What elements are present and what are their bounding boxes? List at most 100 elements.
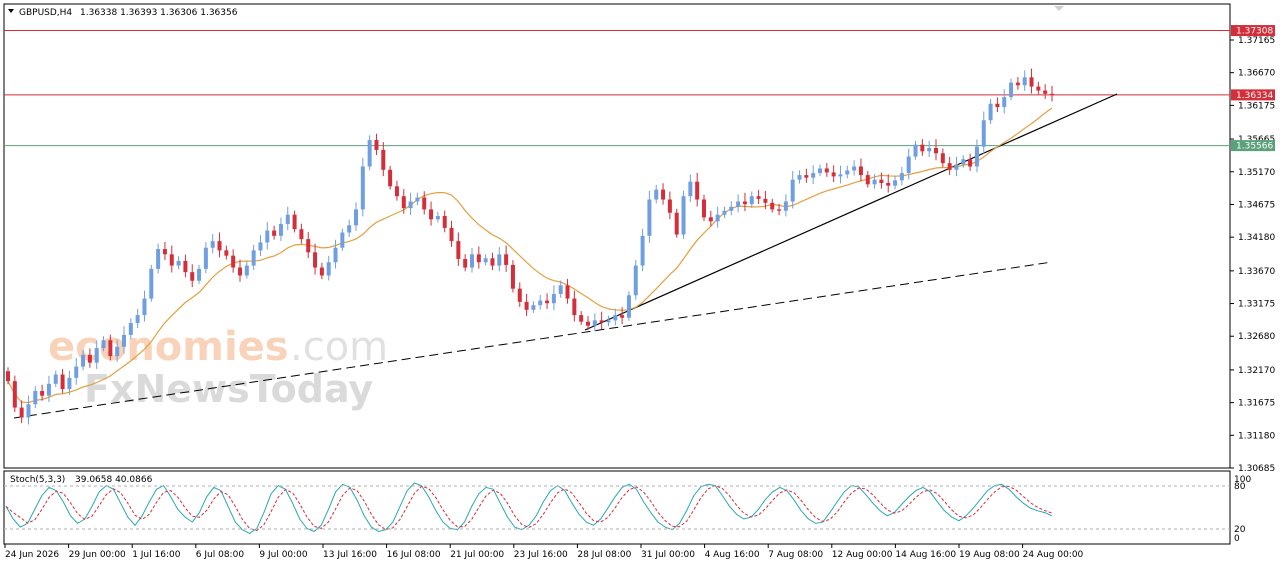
stoch-values: 39.0658 40.0866 [75, 475, 153, 485]
candle-body [285, 214, 290, 224]
candle-body [736, 201, 741, 207]
scroll-marker-icon[interactable] [1054, 6, 1064, 11]
candle-body [449, 227, 454, 242]
y-tick-label: 1.34675 [1238, 200, 1275, 210]
y-tick-label: 1.33670 [1238, 267, 1275, 277]
candle-body [278, 223, 283, 236]
candle-body [790, 179, 795, 202]
candle-body [565, 285, 570, 299]
candle-body [101, 340, 106, 349]
candle-body [899, 173, 904, 181]
time-axis: 24 Jun 2026 29 Jun 00:00 1 Jul 16:00 6 Jul … [4, 544, 1084, 560]
y-tick-label: 1.35170 [1238, 168, 1275, 178]
candle-body [19, 407, 24, 418]
x-tick-label: 7 Aug 08:00 [768, 550, 823, 560]
candle-body [688, 181, 693, 197]
candle-body [742, 201, 747, 205]
candle-body [149, 268, 154, 299]
y-tick-label: 1.35665 [1238, 135, 1275, 145]
candle-body [961, 159, 966, 165]
candle-body [135, 315, 140, 324]
ohlc-values: 1.36338 1.36393 1.36306 1.36356 [80, 8, 238, 18]
candle-body [408, 201, 413, 209]
candle-body [968, 159, 973, 167]
candle-body [654, 189, 659, 200]
candle-body [74, 366, 79, 378]
watermark-com: .com [290, 324, 388, 370]
y-tick-label: 1.31180 [1238, 431, 1275, 441]
candle-body [927, 147, 932, 152]
candle-body [681, 196, 686, 235]
candle-body [115, 346, 120, 357]
y-tick-label: 1.32680 [1238, 332, 1275, 342]
candle-body [299, 229, 304, 240]
candle-body [667, 199, 672, 213]
candle-body [920, 144, 925, 152]
candle-body [470, 254, 474, 268]
candle-body [586, 321, 590, 326]
candle-body [763, 198, 768, 203]
candle-body [319, 267, 324, 276]
candle-body [210, 241, 215, 248]
candle-body [599, 320, 604, 323]
candle-body [1015, 82, 1020, 86]
candle-body [306, 239, 311, 253]
x-tick-label: 4 Aug 16:00 [705, 550, 760, 560]
candle-body [497, 254, 502, 266]
candle-body [67, 377, 72, 390]
candle-body [333, 247, 338, 263]
candle-body [476, 254, 481, 263]
candle-body [415, 197, 420, 202]
x-tick-label: 24 Aug 00:00 [1023, 550, 1084, 560]
candle-body [217, 241, 222, 251]
x-tick-label: 23 Jul 16:00 [514, 550, 568, 560]
candle-body [579, 315, 584, 322]
candle-body [183, 260, 188, 273]
candle-body [40, 391, 45, 396]
stochastic-lines [5, 482, 1053, 534]
candle-body [988, 103, 993, 121]
y-tick-label: 1.36670 [1238, 69, 1275, 79]
candle-body [551, 293, 556, 304]
candle-body [913, 144, 918, 157]
candle-body [749, 196, 754, 205]
candle-body [831, 172, 836, 177]
x-tick-label: 16 Jul 08:00 [387, 550, 441, 560]
candle-body [244, 265, 249, 276]
candle-body [845, 170, 850, 175]
candle-body [367, 140, 372, 167]
candle-body [995, 103, 1000, 108]
x-tick-label: 6 Jul 08:00 [196, 550, 245, 560]
candle-body [340, 232, 345, 248]
y-tick-label: 1.34180 [1238, 233, 1275, 243]
candle-body [46, 383, 51, 396]
candle-body [128, 323, 133, 335]
stoch-signal-line [5, 485, 1053, 532]
candle-body [674, 212, 679, 235]
candle-body [770, 202, 775, 210]
candle-body [197, 268, 202, 281]
y-tick-label: 1.36175 [1238, 101, 1275, 111]
symbol-menu-icon[interactable] [8, 9, 14, 13]
candle-body [456, 241, 461, 259]
x-tick-label: 24 Jun 2026 [5, 550, 59, 560]
candle-body [606, 320, 611, 323]
candle-body [381, 149, 386, 170]
candle-body [388, 169, 393, 187]
stoch-label: Stoch(5,3,3) [10, 475, 65, 485]
candle-body [517, 288, 522, 302]
candle-body [360, 166, 365, 210]
candle-body [981, 120, 986, 147]
candle-body [524, 301, 529, 310]
candle-body [572, 298, 577, 316]
candle-body [354, 209, 358, 226]
candle-body [797, 175, 802, 180]
x-tick-label: 14 Aug 16:00 [895, 550, 956, 560]
candle-body [858, 166, 863, 176]
candle-body [1002, 97, 1007, 108]
candle-body [374, 140, 379, 150]
candle-body [12, 381, 17, 408]
x-tick-label: 9 Jul 00:00 [259, 550, 308, 560]
candle-body [852, 166, 857, 171]
candle-body [722, 210, 727, 215]
